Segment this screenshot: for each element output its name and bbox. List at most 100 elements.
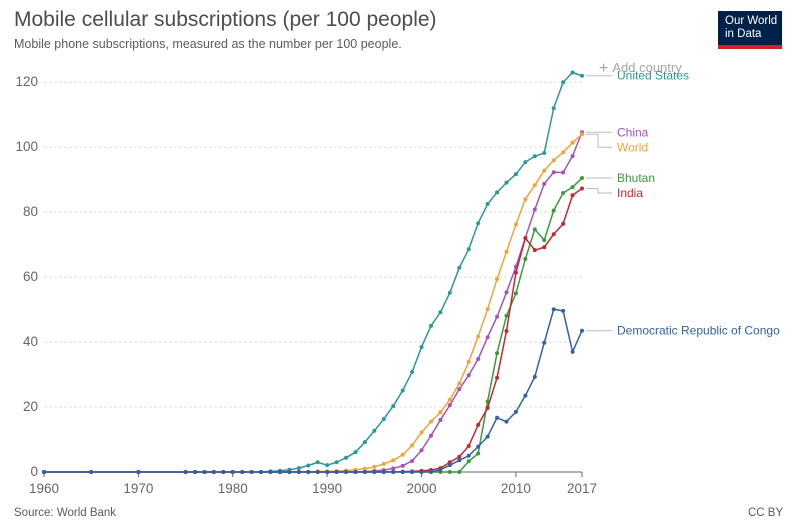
data-point[interactable] (457, 458, 462, 463)
series-line[interactable] (44, 131, 583, 473)
data-point[interactable] (485, 434, 490, 439)
series-line[interactable] (44, 71, 583, 473)
data-point[interactable] (381, 417, 386, 422)
data-point[interactable] (419, 430, 424, 435)
data-point[interactable] (523, 236, 528, 241)
data-point[interactable] (457, 265, 462, 270)
data-point[interactable] (551, 170, 556, 175)
data-point[interactable] (570, 140, 575, 145)
data-point[interactable] (513, 291, 518, 296)
data-point[interactable] (561, 190, 566, 195)
data-point[interactable] (447, 290, 452, 295)
data-point[interactable] (230, 470, 235, 474)
owid-logo[interactable]: Our World in Data (718, 11, 782, 49)
data-point[interactable] (580, 132, 584, 137)
data-point[interactable] (325, 463, 330, 468)
data-point[interactable] (523, 393, 528, 398)
data-point[interactable] (504, 249, 509, 254)
data-point[interactable] (532, 183, 537, 188)
data-point[interactable] (400, 463, 405, 468)
data-point[interactable] (277, 470, 282, 474)
data-point[interactable] (353, 450, 358, 455)
data-point[interactable] (391, 458, 396, 463)
data-point[interactable] (542, 151, 547, 156)
data-point[interactable] (428, 433, 433, 438)
data-point[interactable] (136, 470, 141, 474)
data-point[interactable] (296, 466, 301, 471)
add-country-button[interactable]: + Add country (599, 60, 682, 78)
data-point[interactable] (542, 168, 547, 173)
data-point[interactable] (476, 334, 481, 339)
data-point[interactable] (523, 197, 528, 202)
data-point[interactable] (306, 463, 311, 468)
data-point[interactable] (551, 158, 556, 163)
data-point[interactable] (447, 470, 452, 474)
data-point[interactable] (325, 470, 330, 474)
data-point[interactable] (513, 222, 518, 227)
data-point[interactable] (89, 470, 94, 474)
data-point[interactable] (306, 470, 311, 474)
data-point[interactable] (447, 397, 452, 402)
data-point[interactable] (532, 374, 537, 379)
data-point[interactable] (240, 470, 245, 474)
data-point[interactable] (580, 73, 584, 78)
data-point[interactable] (381, 470, 386, 474)
data-point[interactable] (466, 247, 471, 252)
data-point[interactable] (551, 106, 556, 111)
data-point[interactable] (485, 202, 490, 207)
data-point[interactable] (542, 340, 547, 345)
data-point[interactable] (428, 323, 433, 328)
data-point[interactable] (457, 381, 462, 386)
data-point[interactable] (428, 469, 433, 474)
data-point[interactable] (193, 470, 198, 474)
data-point[interactable] (476, 444, 481, 449)
data-point[interactable] (466, 459, 471, 464)
data-point[interactable] (495, 190, 500, 195)
data-point[interactable] (542, 238, 547, 243)
data-point[interactable] (561, 150, 566, 155)
data-point[interactable] (532, 154, 537, 159)
data-point[interactable] (410, 369, 415, 374)
data-point[interactable] (259, 470, 264, 474)
data-point[interactable] (485, 406, 490, 411)
data-point[interactable] (419, 344, 424, 349)
data-point[interactable] (372, 470, 377, 474)
data-point[interactable] (523, 256, 528, 261)
data-point[interactable] (183, 470, 188, 474)
series-label[interactable]: Bhutan (617, 171, 655, 185)
data-point[interactable] (457, 387, 462, 392)
series-label[interactable]: United States (617, 69, 689, 83)
data-point[interactable] (513, 172, 518, 177)
data-point[interactable] (391, 470, 396, 474)
series-label[interactable]: China (617, 125, 649, 139)
data-point[interactable] (532, 248, 537, 253)
data-point[interactable] (532, 207, 537, 212)
data-point[interactable] (580, 176, 584, 181)
data-point[interactable] (400, 388, 405, 393)
source-note[interactable]: Source: World Bank (14, 507, 117, 519)
data-point[interactable] (372, 464, 377, 469)
data-point[interactable] (457, 454, 462, 459)
data-point[interactable] (362, 466, 367, 471)
data-point[interactable] (495, 314, 500, 319)
data-point[interactable] (551, 307, 556, 312)
data-point[interactable] (466, 359, 471, 364)
data-point[interactable] (42, 470, 46, 474)
data-point[interactable] (362, 470, 367, 474)
data-point[interactable] (570, 70, 575, 75)
data-point[interactable] (410, 458, 415, 463)
data-point[interactable] (381, 461, 386, 466)
data-point[interactable] (362, 440, 367, 445)
data-point[interactable] (495, 415, 500, 420)
series-line[interactable] (44, 177, 583, 473)
data-point[interactable] (551, 232, 556, 237)
data-point[interactable] (334, 460, 339, 465)
data-point[interactable] (476, 451, 481, 456)
data-point[interactable] (410, 470, 415, 474)
data-point[interactable] (344, 470, 349, 474)
series-line[interactable] (44, 133, 583, 473)
data-point[interactable] (495, 277, 500, 282)
data-point[interactable] (447, 403, 452, 408)
series-democratic-republic-of-congo[interactable] (42, 307, 584, 474)
